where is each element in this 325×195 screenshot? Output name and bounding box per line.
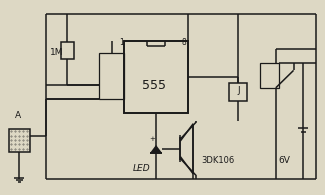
Text: 3DK106: 3DK106 — [201, 156, 235, 165]
Polygon shape — [150, 145, 162, 153]
Bar — [9, 129, 30, 152]
Text: 6V: 6V — [278, 156, 290, 165]
Bar — [260, 63, 279, 88]
Text: A: A — [15, 111, 21, 120]
Bar — [99, 53, 124, 99]
Text: 555: 555 — [142, 79, 166, 92]
Text: 1: 1 — [120, 38, 124, 47]
Bar — [229, 83, 247, 101]
Bar — [124, 41, 188, 113]
Text: 8: 8 — [181, 38, 186, 47]
Text: 1M: 1M — [50, 48, 64, 57]
Text: J: J — [237, 86, 240, 95]
Text: LED: LED — [133, 164, 150, 173]
Text: +: + — [149, 136, 155, 142]
Bar — [60, 42, 73, 59]
